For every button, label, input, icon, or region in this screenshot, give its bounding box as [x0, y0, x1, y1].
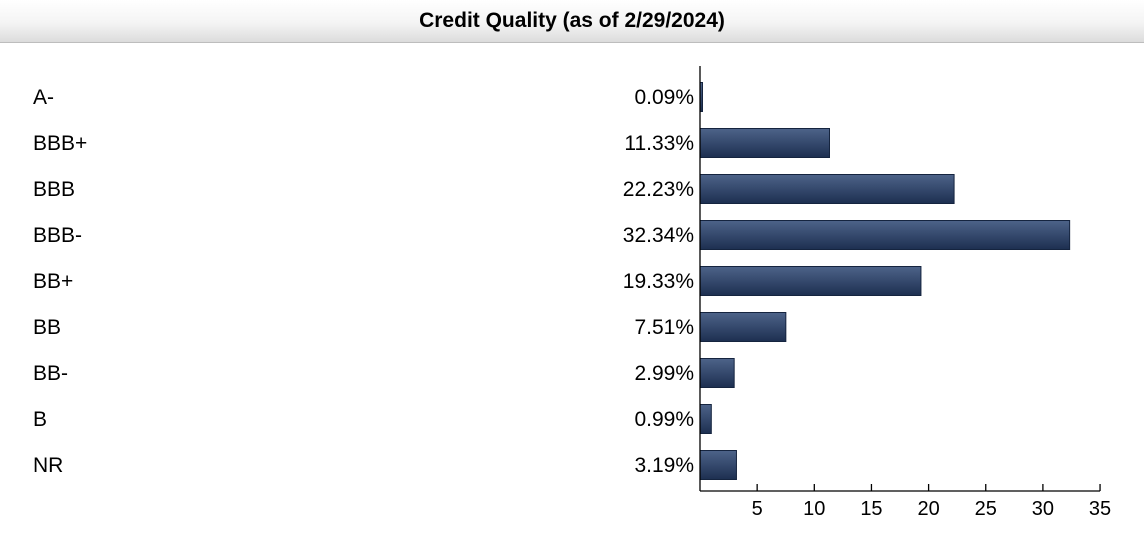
category-label: NR — [33, 454, 63, 477]
x-tick-label: 10 — [803, 498, 825, 520]
value-label: 32.34% — [623, 224, 694, 247]
x-tick-label: 5 — [752, 498, 763, 520]
bar-bbb — [699, 174, 955, 204]
x-axis: 5 10 15 20 25 30 35 — [699, 66, 1111, 520]
bar-bbb-plus — [699, 128, 831, 158]
category-label: BBB- — [33, 224, 82, 247]
value-label: 0.99% — [634, 408, 694, 431]
bar-nr — [699, 450, 737, 480]
bar-bb-minus — [699, 358, 735, 388]
x-tick-label: 15 — [860, 498, 882, 520]
value-label: 7.51% — [634, 316, 694, 339]
category-label: B — [33, 408, 47, 431]
x-tick-label: 20 — [917, 498, 939, 520]
x-tick-label: 25 — [975, 498, 997, 520]
value-label: 3.19% — [634, 454, 694, 477]
category-label: A- — [33, 86, 54, 109]
value-label: 0.09% — [634, 86, 694, 109]
category-label: BBB — [33, 178, 75, 201]
value-label: 11.33% — [624, 132, 694, 155]
chart-header: Credit Quality (as of 2/29/2024) — [0, 0, 1144, 43]
category-label: BB+ — [33, 270, 73, 293]
value-label: 19.33% — [623, 270, 694, 293]
chart-title: Credit Quality (as of 2/29/2024) — [419, 9, 725, 32]
category-label: BB- — [33, 362, 68, 385]
x-tick-label: 35 — [1089, 498, 1111, 520]
x-tick-label: 30 — [1032, 498, 1054, 520]
value-label: 22.23% — [623, 178, 694, 201]
value-label: 2.99% — [634, 362, 694, 385]
bar-bbb-minus — [699, 220, 1071, 250]
bars-group — [699, 82, 1071, 480]
bar-bb-plus — [699, 266, 922, 296]
category-label: BBB+ — [33, 132, 87, 155]
labels-group: A- 0.09%BBB+ 11.33%BBB 22.23%BBB- 32.34%BB+ 1… — [33, 86, 694, 477]
bar-bb — [699, 312, 787, 342]
bar-b — [699, 404, 712, 434]
category-label: BB — [33, 316, 61, 339]
